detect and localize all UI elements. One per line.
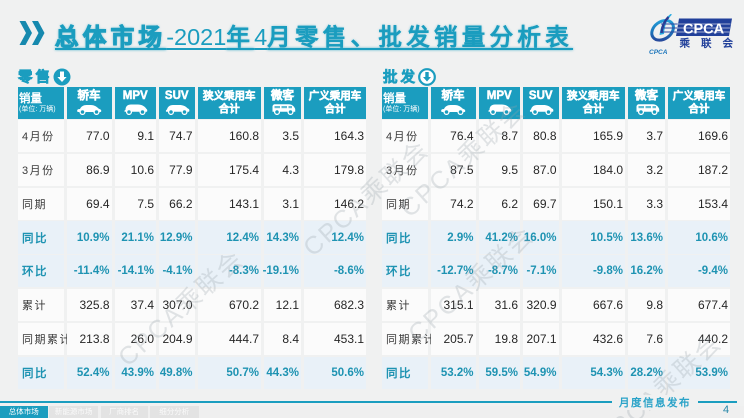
svg-text:CPCA: CPCA bbox=[683, 22, 725, 38]
svg-text:乘联会: 乘联会 bbox=[679, 37, 742, 50]
svg-text:CPCA: CPCA bbox=[649, 49, 668, 56]
